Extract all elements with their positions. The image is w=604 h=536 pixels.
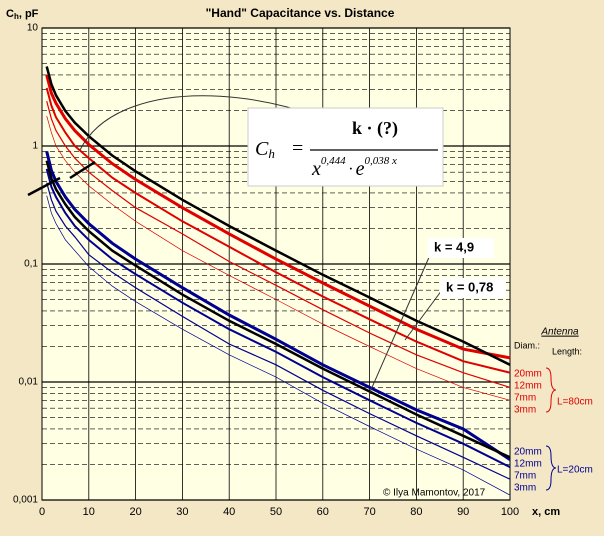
x-tick-label: 100 [501,506,519,518]
brace [545,445,557,491]
y-tick-label: 0,01 [19,377,39,388]
x-tick-label: 60 [317,506,329,518]
x-tick-label: 80 [410,506,422,518]
formula-exp1: 0,444 [321,155,346,167]
formula-e: e [356,158,365,180]
formula-background [247,107,444,187]
y-label: Ch, pF [6,8,39,21]
legend-entry: 12mm [514,381,542,392]
x-tick-label: 10 [83,506,95,518]
arrow [69,160,96,180]
legend-entry: 3mm [514,405,536,416]
x-tick-label: 70 [363,506,375,518]
fit-line [45,160,511,459]
length-label: Length: [552,346,582,356]
legend-entry: 20mm [514,369,542,380]
brace [545,367,557,413]
fit-label: k = 4,9 [434,239,474,254]
y-tick-label: 0,001 [13,495,38,506]
arrow [27,176,61,197]
legend-entry: 3mm [514,483,536,494]
series-line [45,151,511,461]
legend-entry: 7mm [514,393,536,404]
formula-eq: = [292,138,303,160]
formula-box: Ch = k · (?) x0,444· e0,038 x [247,107,444,187]
y-label-sub: h [14,12,19,21]
legend-entry: 7mm [514,471,536,482]
x-tick-label: 90 [457,506,469,518]
series-line [46,182,511,480]
series-line [46,115,511,401]
formula-denominator: x0,444· e0,038 x [311,155,397,180]
group-label: L=20cm [557,465,593,476]
antenna-title: Antenna [540,327,579,338]
leader [369,254,431,393]
series-line [46,100,511,388]
formula-dot: · [349,161,353,178]
x-label: x, cm [532,506,560,518]
fit-line [45,66,511,366]
x-tick-label: 40 [223,506,235,518]
fit-label: k = 0,78 [446,279,493,294]
chart-title: "Hand" Capacitance vs. Distance [206,6,395,20]
leader [404,289,443,341]
legend-entry: 12mm [514,459,542,470]
formula-c: C [255,138,269,160]
diam-label: Diam.: [514,340,540,350]
lines [45,66,511,496]
y-tick-label: 0,1 [24,259,38,270]
x-tick-label: 30 [176,506,188,518]
label-box [428,238,494,258]
y-label-unit: , pF [19,8,39,20]
x-tick-label: 0 [39,506,45,518]
formula-sub: h [268,146,275,161]
legend-entry: 20mm [514,447,542,458]
formula-lhs: Ch [255,138,275,161]
y-label-main: C [6,8,14,20]
series-line [45,87,511,374]
formula-numerator: k · (?) [352,118,398,139]
series-line [45,168,511,468]
y-tick-label: 1 [32,141,38,152]
formula-x: x [311,158,321,180]
series-line [45,74,511,360]
x-tick-label: 50 [270,506,282,518]
series-line [46,195,511,496]
x-tick-label: 20 [129,506,141,518]
y-tick-label: 10 [27,23,39,34]
formula-exp2: 0,038 x [365,155,398,167]
label-box [440,278,506,298]
credit: © Ilya Mamontov, 2017 [383,488,486,499]
group-label: L=80cm [557,397,593,408]
